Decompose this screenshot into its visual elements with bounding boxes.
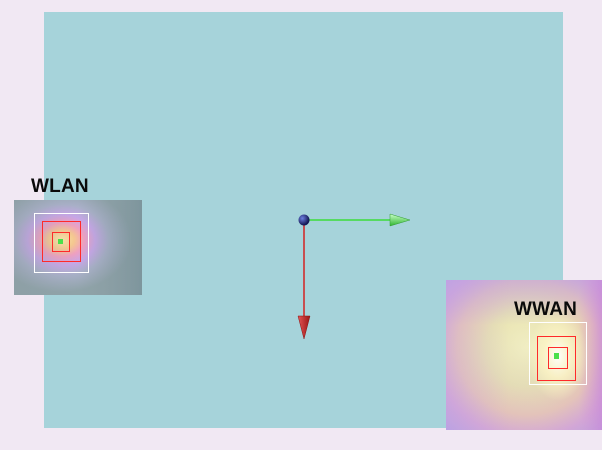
wlan-inner-box <box>42 221 81 262</box>
wwan-label: WWAN <box>514 299 578 320</box>
wlan-heatmap[interactable] <box>14 200 142 295</box>
wwan-core-box <box>548 347 568 369</box>
wwan-heatmap[interactable] <box>446 280 602 430</box>
origin-sphere <box>298 214 310 226</box>
axis-gizmo[interactable] <box>297 213 411 340</box>
wwan-center-dot <box>554 353 559 359</box>
wlan-outer-box <box>34 213 89 273</box>
wwan-outer-box <box>529 322 587 385</box>
wlan-label: WLAN <box>31 176 89 197</box>
wlan-core-box <box>52 232 70 252</box>
y-axis-arrowhead <box>297 315 311 340</box>
x-axis-arrowhead <box>389 213 411 227</box>
wlan-center-dot <box>58 239 63 244</box>
wwan-inner-box <box>537 336 576 381</box>
